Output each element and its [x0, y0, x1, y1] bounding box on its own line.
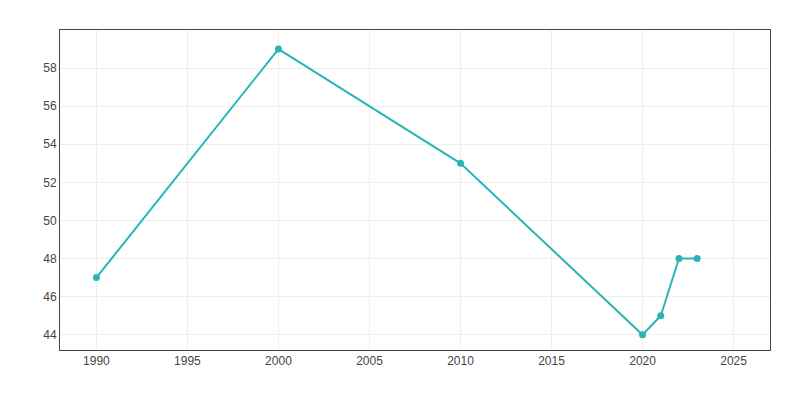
svg-text:58: 58 — [43, 61, 57, 75]
svg-text:2000: 2000 — [265, 354, 292, 368]
svg-text:44: 44 — [43, 328, 57, 342]
svg-text:54: 54 — [43, 137, 57, 151]
svg-text:2020: 2020 — [629, 354, 656, 368]
svg-text:1995: 1995 — [174, 354, 201, 368]
svg-text:2010: 2010 — [447, 354, 474, 368]
svg-text:2015: 2015 — [538, 354, 565, 368]
svg-text:2025: 2025 — [720, 354, 747, 368]
svg-text:56: 56 — [43, 99, 57, 113]
svg-text:2005: 2005 — [356, 354, 383, 368]
svg-text:48: 48 — [43, 252, 57, 266]
svg-text:46: 46 — [43, 290, 57, 304]
svg-text:50: 50 — [43, 214, 57, 228]
svg-text:52: 52 — [43, 176, 57, 190]
svg-text:1990: 1990 — [83, 354, 110, 368]
